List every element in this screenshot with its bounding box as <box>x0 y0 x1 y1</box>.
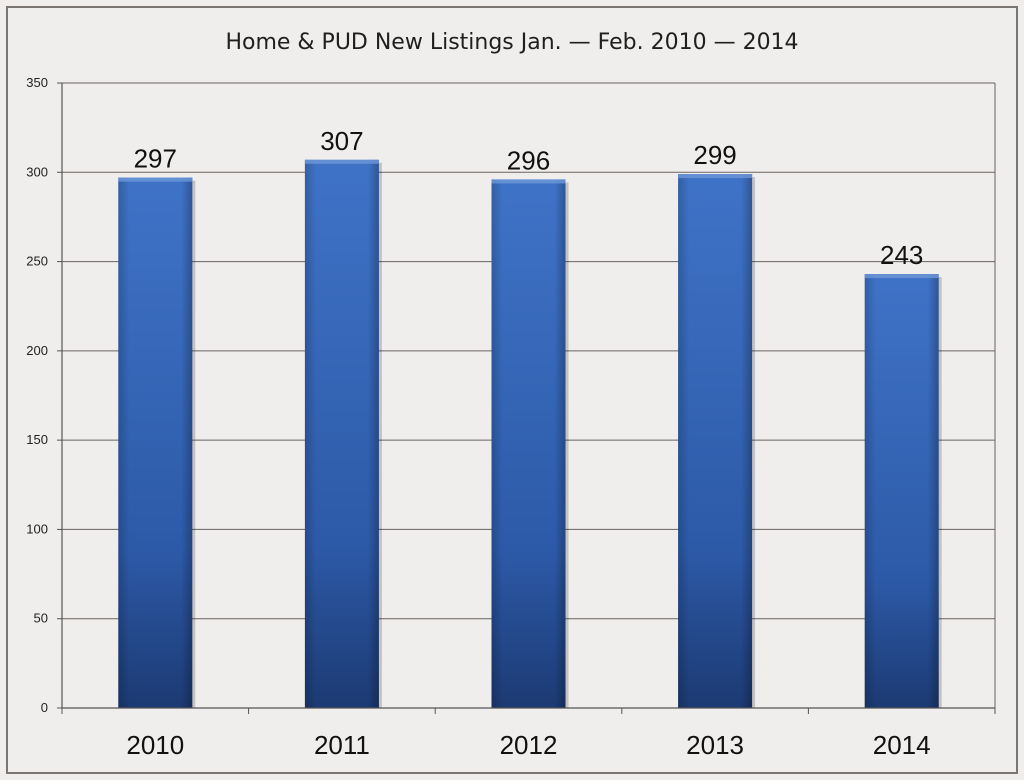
y-tick-label-100: 100 <box>26 521 48 536</box>
bar-top-highlight-2012 <box>491 179 566 184</box>
data-label-2013: 299 <box>693 140 736 170</box>
x-tick-label-2013: 2013 <box>686 730 744 760</box>
bar-top-highlight-2014 <box>864 274 939 279</box>
y-tick-label-350: 350 <box>26 75 48 90</box>
y-tick-label-150: 150 <box>26 432 48 447</box>
data-label-2010: 297 <box>134 144 177 174</box>
y-tick-label-300: 300 <box>26 164 48 179</box>
y-tick-label-0: 0 <box>41 700 48 715</box>
y-tick-label-200: 200 <box>26 343 48 358</box>
y-tick-label-250: 250 <box>26 254 48 269</box>
y-tick-label-50: 50 <box>34 611 48 626</box>
x-tick-label-2011: 2011 <box>314 730 370 760</box>
data-label-2011: 307 <box>320 126 363 156</box>
bar-top-highlight-2010 <box>118 177 193 182</box>
bar-shade-2012 <box>491 179 566 708</box>
bar-shade-2011 <box>304 159 379 709</box>
x-tick-label-2014: 2014 <box>873 730 931 760</box>
bar-shade-2014 <box>864 274 939 708</box>
bar-shade-2013 <box>678 174 753 709</box>
bar-top-highlight-2013 <box>678 174 753 179</box>
bar-shade-2010 <box>118 177 193 709</box>
data-label-2014: 243 <box>880 240 923 270</box>
bar-top-highlight-2011 <box>304 159 379 164</box>
chart-title: Home & PUD New Listings Jan. — Feb. 2010… <box>225 30 799 55</box>
data-label-2012: 296 <box>507 145 550 175</box>
x-tick-label-2010: 2010 <box>126 730 184 760</box>
x-tick-label-2012: 2012 <box>500 730 558 760</box>
